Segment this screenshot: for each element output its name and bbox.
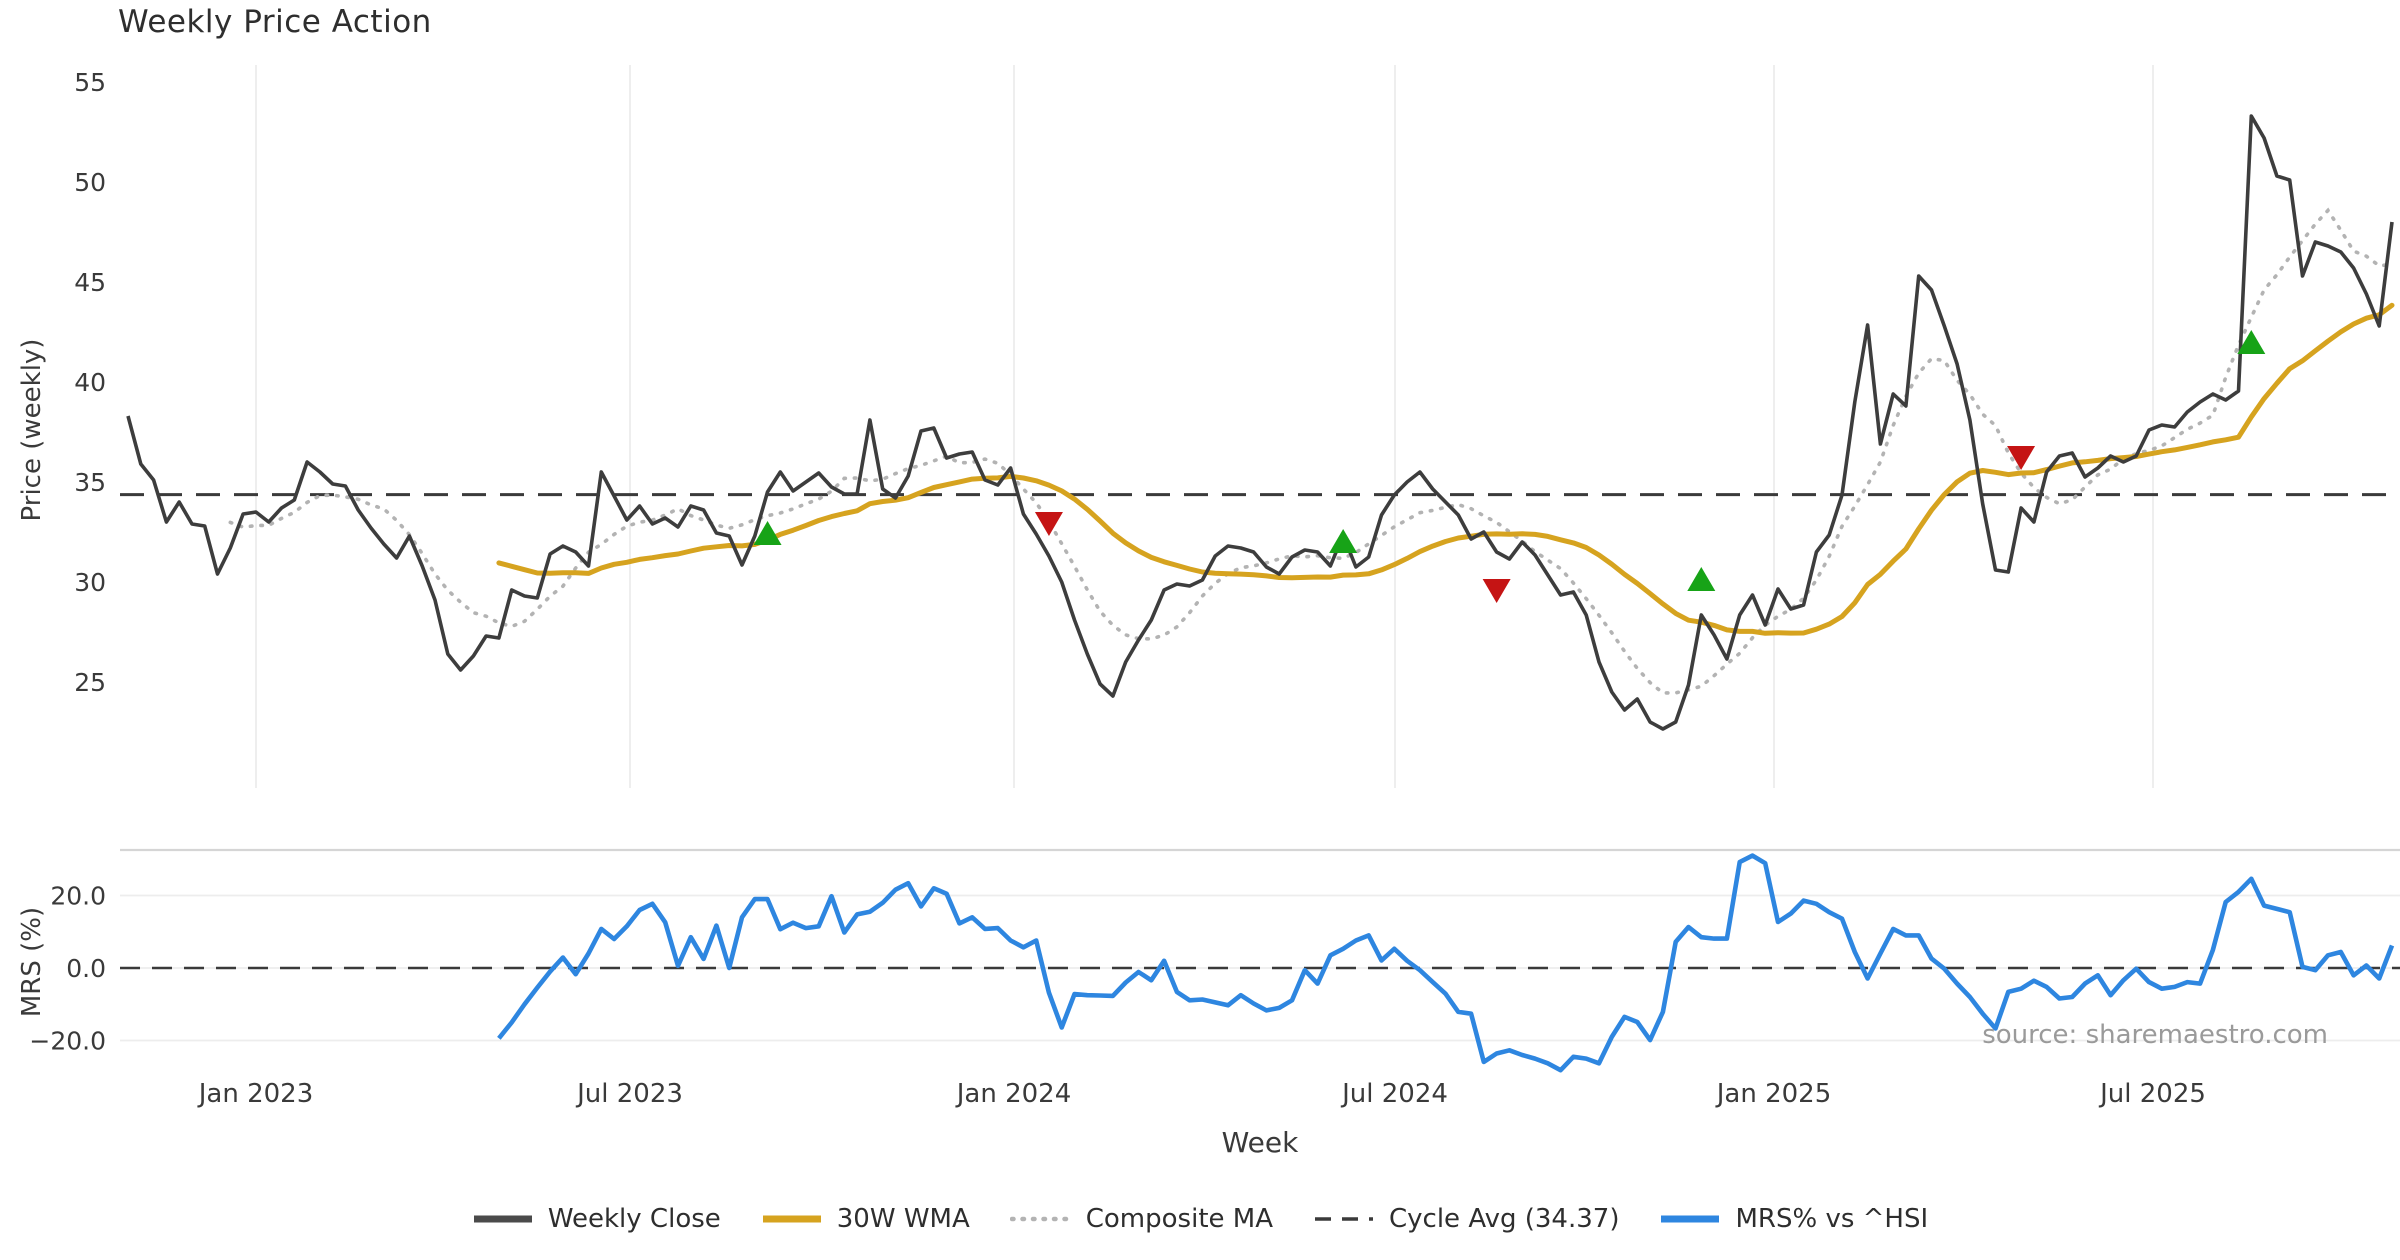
mrs-ytick-label: 20.0 (50, 882, 106, 911)
legend-item: Weekly Close (472, 1204, 721, 1234)
legend-label: Cycle Avg (34.37) (1389, 1204, 1620, 1234)
legend-swatch (762, 1215, 821, 1223)
buy-marker (2237, 330, 2266, 354)
price-axis-title: Price (weekly) (17, 339, 47, 522)
price-ytick-label: 25 (74, 668, 106, 697)
sell-marker (2007, 446, 2036, 470)
x-tick-label: Jul 2023 (575, 1079, 683, 1109)
price-ytick-label: 55 (74, 68, 106, 97)
sell-marker (1034, 512, 1063, 536)
legend-item: Composite MA (1009, 1204, 1273, 1234)
price-ytick-label: 35 (74, 468, 106, 497)
legend-label: Weekly Close (547, 1204, 721, 1234)
chart-title: Weekly Price Action (118, 4, 432, 40)
legend-label: MRS% vs ^HSI (1735, 1204, 1929, 1234)
x-tick-label: Jul 2025 (2098, 1079, 2206, 1109)
composite-ma-line (228, 207, 2394, 695)
mrs-axis-title: MRS (%) (17, 907, 47, 1017)
legend-item: 30W WMA (761, 1204, 970, 1234)
mrs-line (497, 853, 2395, 1073)
price-ytick-label: 45 (74, 268, 106, 297)
buy-marker (753, 521, 782, 545)
legend-label: 30W WMA (836, 1204, 970, 1234)
legend: Weekly Close 30W WMA Composite MA Cycle Avg… (0, 1204, 2400, 1234)
x-tick-label: Jan 2023 (197, 1079, 314, 1109)
legend-swatch (473, 1215, 532, 1223)
legend-swatch (1661, 1215, 1720, 1223)
buy-marker (1687, 567, 1716, 591)
source-label: source: sharemaestro.com (1982, 1020, 2328, 1050)
x-tick-label: Jul 2024 (1340, 1079, 1448, 1109)
legend-swatch (1315, 1217, 1373, 1221)
x-tick-label: Jan 2025 (1715, 1079, 1832, 1109)
x-tick-label: Jan 2024 (955, 1079, 1072, 1109)
price-ytick-label: 40 (74, 368, 106, 397)
price-ytick-label: 30 (74, 568, 106, 597)
legend-label: Composite MA (1085, 1204, 1273, 1234)
legend-item: Cycle Avg (34.37) (1313, 1204, 1619, 1234)
sell-marker (1482, 579, 1511, 603)
price-ytick-label: 50 (74, 168, 106, 197)
mrs-ytick-label: −20.0 (29, 1027, 106, 1056)
x-axis-title: Week (1222, 1126, 1299, 1159)
weekly-close-line (126, 114, 2394, 731)
mrs-ytick-label: 0.0 (66, 954, 106, 983)
legend-swatch (1009, 1216, 1072, 1222)
legend-item: MRS% vs ^HSI (1659, 1204, 1928, 1234)
buy-marker (1329, 529, 1358, 553)
